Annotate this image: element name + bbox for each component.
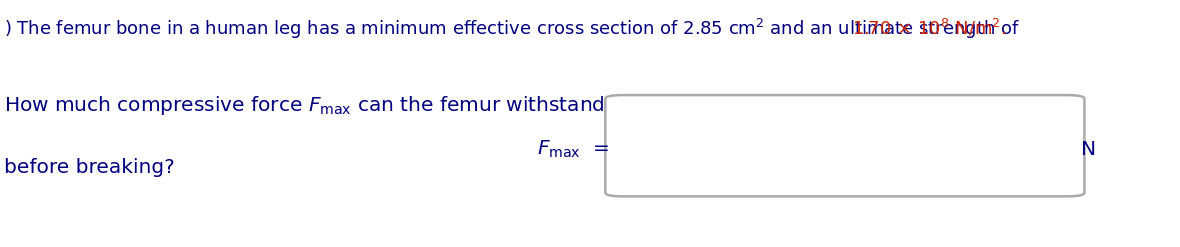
Text: $\it{F}_{\rm{max}}$  =: $\it{F}_{\rm{max}}$ = [537, 139, 609, 160]
Text: How much compressive force $\it{F}_{\rm{max}}$ can the femur withstand: How much compressive force $\it{F}_{\rm{… [4, 94, 604, 117]
Text: 1.70 $\times$ 10$^8$ N/m$^2$.: 1.70 $\times$ 10$^8$ N/m$^2$. [852, 17, 1007, 38]
Text: ) The femur bone in a human leg has a minimum effective cross section of 2.85 cm: ) The femur bone in a human leg has a mi… [4, 17, 1020, 41]
Text: N: N [1081, 140, 1096, 159]
Text: before breaking?: before breaking? [4, 158, 175, 177]
